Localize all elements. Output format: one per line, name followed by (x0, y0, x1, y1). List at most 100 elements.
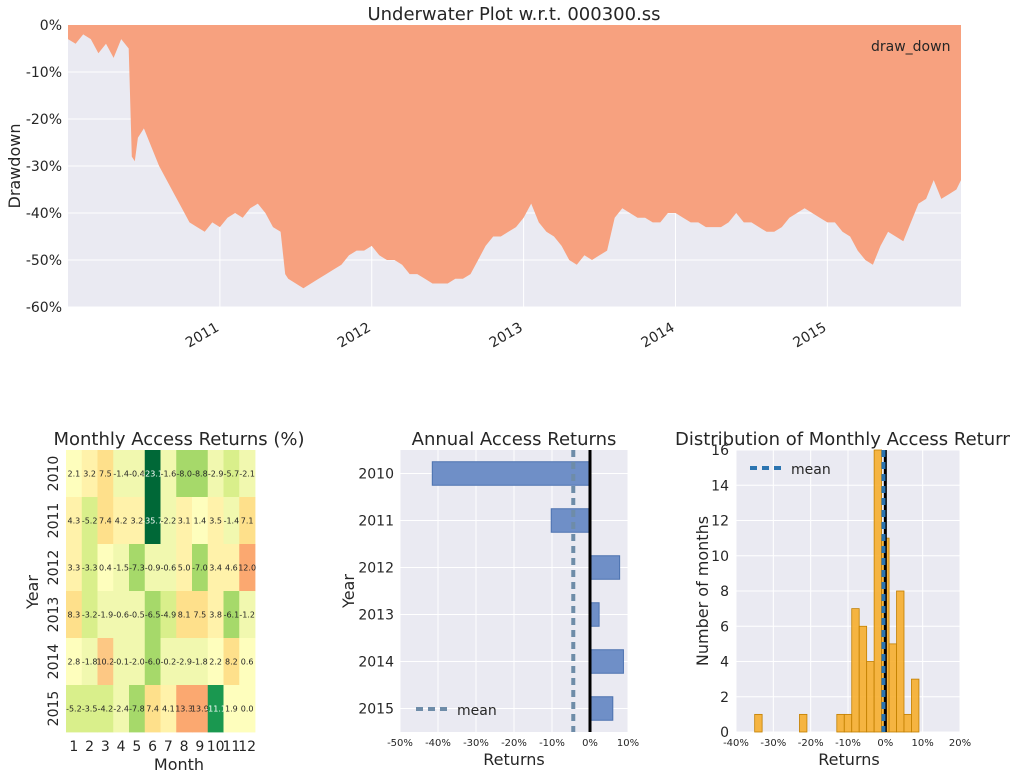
annual-year-tick-label: 2010 (358, 467, 394, 483)
heatmap-cell (176, 497, 193, 545)
heatmap-cell-label: -1.4 (113, 470, 129, 479)
heatmap-cell-label: 4.1 (162, 705, 175, 714)
heatmap-cell-label: -35.7 (142, 517, 163, 526)
heatmap-cell (207, 544, 224, 592)
heatmap-cell (207, 450, 224, 498)
heatmap-y-label: Year (23, 575, 42, 610)
annual-year-tick-label: 2014 (358, 655, 394, 671)
monthly-heatmap-chart: Monthly Access Returns (%) 2.1 3.2 7.5 -1.4… (23, 429, 305, 774)
distribution-y-tick-label: 4 (720, 655, 729, 671)
heatmap-cell-label: 4.6 (225, 564, 238, 573)
heatmap-cell (66, 591, 83, 639)
annual-bar (431, 461, 591, 486)
heatmap-cell-label: 4.3 (68, 517, 81, 526)
drawdown-area (68, 25, 961, 289)
heatmap-cell (176, 591, 193, 639)
underwater-chart: Underwater Plot w.r.t. 000300.ss 0% -10% -… (5, 4, 961, 351)
distribution-x-ticks: -40% -30% -20% -10% 0% 10% 20% (723, 738, 971, 749)
heatmap-cell-label: -2.9 (176, 658, 192, 667)
heatmap-cell-label: -3.3 (82, 564, 98, 573)
heatmap-cell (223, 544, 240, 592)
annual-bars (431, 461, 624, 721)
annual-bar (589, 555, 621, 580)
underwater-x-tick-label: 2013 (487, 320, 526, 352)
annual-year-tick-label: 2015 (358, 702, 394, 718)
underwater-legend: draw_down (836, 39, 950, 55)
heatmap-cell-label: -0.6 (161, 564, 177, 573)
heatmap-cell (207, 638, 224, 686)
heatmap-cell-label: -8.0 (176, 470, 192, 479)
distribution-y-ticks: 0 2 4 6 8 10 12 14 16 (711, 443, 729, 741)
heatmap-cell-label: 3.3 (68, 564, 81, 573)
heatmap-cell (176, 450, 193, 498)
distribution-x-tick-label: -30% (760, 738, 786, 749)
distribution-title: Distribution of Monthly Access Returns (675, 429, 1010, 450)
heatmap-cell-label: -2.0 (129, 658, 145, 667)
heatmap-month-tick-label: 7 (164, 739, 173, 755)
heatmap-cell-label: -1.2 (239, 611, 255, 620)
heatmap-cell-label: -6.0 (145, 658, 161, 667)
heatmap-cell-label: -5.7 (224, 470, 240, 479)
heatmap-cell (66, 638, 83, 686)
heatmap-cell (81, 544, 98, 592)
distribution-bar (903, 713, 912, 733)
distribution-x-tick-label: -40% (723, 738, 749, 749)
heatmap-cell-label: -0.5 (129, 611, 145, 620)
distribution-y-tick-label: 16 (711, 443, 729, 459)
heatmap-year-tick-label: 2013 (46, 597, 62, 633)
heatmap-cell (192, 591, 209, 639)
heatmap-cell-label: -0.4 (129, 470, 145, 479)
annual-bar (550, 508, 591, 533)
heatmap-cell (129, 638, 146, 686)
heatmap-cell (223, 497, 240, 545)
heatmap-cell (113, 450, 130, 498)
heatmap-cell (192, 544, 209, 592)
distribution-x-tick-label: 10% (912, 738, 934, 749)
heatmap-cell-label: -3.2 (82, 611, 98, 620)
heatmap-cell-label: -6.5 (145, 611, 161, 620)
distribution-y-tick-label: 0 (720, 725, 729, 741)
underwater-title: Underwater Plot w.r.t. 000300.ss (367, 4, 660, 25)
underwater-y-label: Drawdown (5, 124, 24, 209)
heatmap-cell-label: 0.6 (241, 658, 254, 667)
distribution-bar (851, 608, 860, 733)
heatmap-cell-label: -0.6 (113, 611, 129, 620)
heatmap-cell (113, 638, 130, 686)
heatmap-cell-label: 8.1 (178, 611, 191, 620)
heatmap-cell-label: -1.5 (113, 564, 129, 573)
distribution-x-tick-label: 20% (949, 738, 971, 749)
annual-year-ticks: 2010 2011 2012 2013 2014 2015 (358, 467, 394, 718)
heatmap-cell (160, 497, 177, 545)
distribution-y-label: Number of months (693, 516, 712, 666)
heatmap-cell-label: 2.1 (68, 470, 81, 479)
heatmap-cell (239, 591, 256, 639)
heatmap-cell (160, 544, 177, 592)
heatmap-cell-label: 13.9 (191, 705, 209, 714)
heatmap-cell-label: 8.2 (225, 658, 238, 667)
heatmap-cell (192, 638, 209, 686)
distribution-bar (843, 713, 853, 733)
heatmap-cell (144, 497, 161, 545)
distribution-y-tick-label: 6 (720, 619, 729, 635)
heatmap-cell-label: -8.8 (192, 470, 208, 479)
heatmap-cell-label: -11.1 (205, 705, 226, 714)
heatmap-cell (239, 685, 256, 733)
heatmap-cell-label: -3.5 (82, 705, 98, 714)
heatmap-cell (192, 685, 209, 733)
heatmap-cell (113, 544, 130, 592)
heatmap-month-tick-label: 1 (69, 739, 78, 755)
annual-x-tick-label: -40% (425, 738, 451, 749)
heatmap-year-tick-label: 2011 (46, 503, 62, 539)
heatmap-cell (192, 497, 209, 545)
heatmap-cell (239, 638, 256, 686)
heatmap-month-tick-label: 5 (132, 739, 141, 755)
underwater-x-tick-label: 2012 (335, 320, 374, 352)
heatmap-cell (129, 685, 146, 733)
distribution-bar (896, 590, 905, 733)
annual-year-tick-label: 2011 (358, 514, 394, 530)
heatmap-x-label: Month (154, 755, 204, 774)
heatmap-month-tick-label: 8 (180, 739, 189, 755)
annual-x-label: Returns (483, 750, 544, 769)
heatmap-cell (97, 497, 114, 545)
